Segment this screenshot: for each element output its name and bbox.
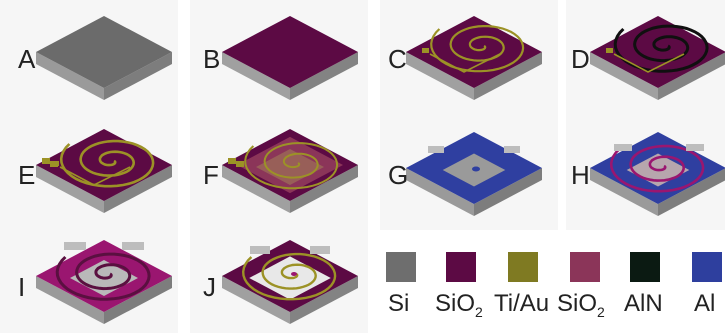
panel-a-substrate-right-face bbox=[104, 52, 172, 100]
legend-label-si: Si bbox=[388, 290, 410, 317]
panel-d-coil bbox=[613, 24, 709, 73]
legend-label-al: Al bbox=[694, 290, 716, 317]
panel-e-pad-2 bbox=[50, 161, 58, 167]
panel-j-substrate-right-face bbox=[290, 276, 358, 324]
panel-j-coil bbox=[241, 252, 337, 301]
panel-i-ledge-right bbox=[122, 242, 144, 250]
panel-label-f: F bbox=[203, 160, 219, 190]
panel-label-a: A bbox=[18, 44, 36, 74]
panel-i-substrate-left-face bbox=[36, 276, 104, 324]
panel-label-e: E bbox=[18, 160, 36, 190]
legend-swatch-sio2b bbox=[570, 252, 600, 282]
panel-h-substrate-left-face bbox=[590, 168, 658, 216]
legend-swatch-si bbox=[386, 252, 416, 282]
panel-label-d: D bbox=[571, 44, 590, 74]
legend-label-sio2b: SiO2 bbox=[557, 290, 605, 320]
legend-label-tiau: Ti/Au bbox=[494, 290, 550, 317]
panel-e-substrate-left-face bbox=[36, 165, 104, 213]
panel-b-substrate-left-face bbox=[222, 52, 290, 100]
panel-j-substrate-left-face bbox=[222, 276, 290, 324]
panel-f-pad-2 bbox=[236, 161, 244, 167]
panel-d-lead-pad bbox=[606, 48, 613, 53]
panel-f-substrate-left-face bbox=[222, 165, 290, 213]
panel-f-substrate-right-face bbox=[290, 165, 358, 213]
panel-label-h: H bbox=[571, 160, 590, 190]
legend-swatch-tiau bbox=[508, 252, 538, 282]
legend-swatch-sio2 bbox=[446, 252, 476, 282]
legend-swatch-aln bbox=[630, 252, 660, 282]
panel-h-ledge-left bbox=[614, 144, 632, 151]
panel-j-ledge-left bbox=[250, 246, 270, 254]
panel-g-ledge-right bbox=[504, 146, 520, 153]
panel-label-b: B bbox=[203, 44, 221, 74]
panel-i-substrate-right-face bbox=[104, 276, 172, 324]
panel-h-ledge-right bbox=[686, 144, 704, 151]
panel-a-substrate-top-face bbox=[36, 16, 172, 88]
panel-h-coil bbox=[609, 144, 705, 193]
panel-d-substrate-right-face bbox=[658, 52, 725, 100]
panel-d-lead bbox=[613, 53, 685, 73]
panel-f-coil bbox=[244, 142, 339, 190]
panel-h-substrate-right-face bbox=[658, 168, 725, 216]
panel-e-substrate-right-face bbox=[104, 165, 172, 213]
panel-c-substrate-top-face bbox=[406, 16, 542, 88]
panel-c-substrate-left-face bbox=[406, 52, 474, 100]
panel-label-g: G bbox=[388, 160, 409, 190]
panel-label-i: I bbox=[18, 272, 26, 302]
panel-g-substrate-right-face bbox=[474, 168, 542, 216]
panel-c-lead bbox=[429, 53, 501, 73]
panel-e-coil bbox=[59, 139, 155, 188]
panel-c-substrate-right-face bbox=[474, 52, 542, 100]
panel-i-coil bbox=[55, 252, 151, 301]
panel-g-substrate-left-face bbox=[406, 168, 474, 216]
legend-swatch-al bbox=[692, 252, 722, 282]
panel-b-substrate-right-face bbox=[290, 52, 358, 100]
legend-label-sio2: SiO2 bbox=[435, 290, 483, 320]
panel-c-lead-pad bbox=[422, 48, 429, 53]
panel-d-substrate-left-face bbox=[590, 52, 658, 100]
panel-j-ledge-right bbox=[310, 246, 330, 254]
panel-c-coil bbox=[430, 25, 525, 73]
panel-b-substrate-top-face bbox=[222, 16, 358, 88]
panel-label-c: C bbox=[388, 44, 407, 74]
panel-a-substrate-left-face bbox=[36, 52, 104, 100]
panel-g-hole bbox=[472, 166, 480, 172]
panel-g-ledge-left bbox=[428, 146, 444, 153]
panel-label-j: J bbox=[203, 272, 216, 302]
legend-label-aln: AlN bbox=[624, 290, 663, 317]
panel-i-ledge-left bbox=[64, 242, 86, 250]
panel-e-pad-1 bbox=[42, 158, 50, 164]
panel-e-lead bbox=[59, 166, 131, 186]
panel-d-substrate-top-face bbox=[590, 16, 725, 88]
panel-f-pad-1 bbox=[228, 158, 236, 164]
panel-j-center bbox=[291, 272, 297, 276]
